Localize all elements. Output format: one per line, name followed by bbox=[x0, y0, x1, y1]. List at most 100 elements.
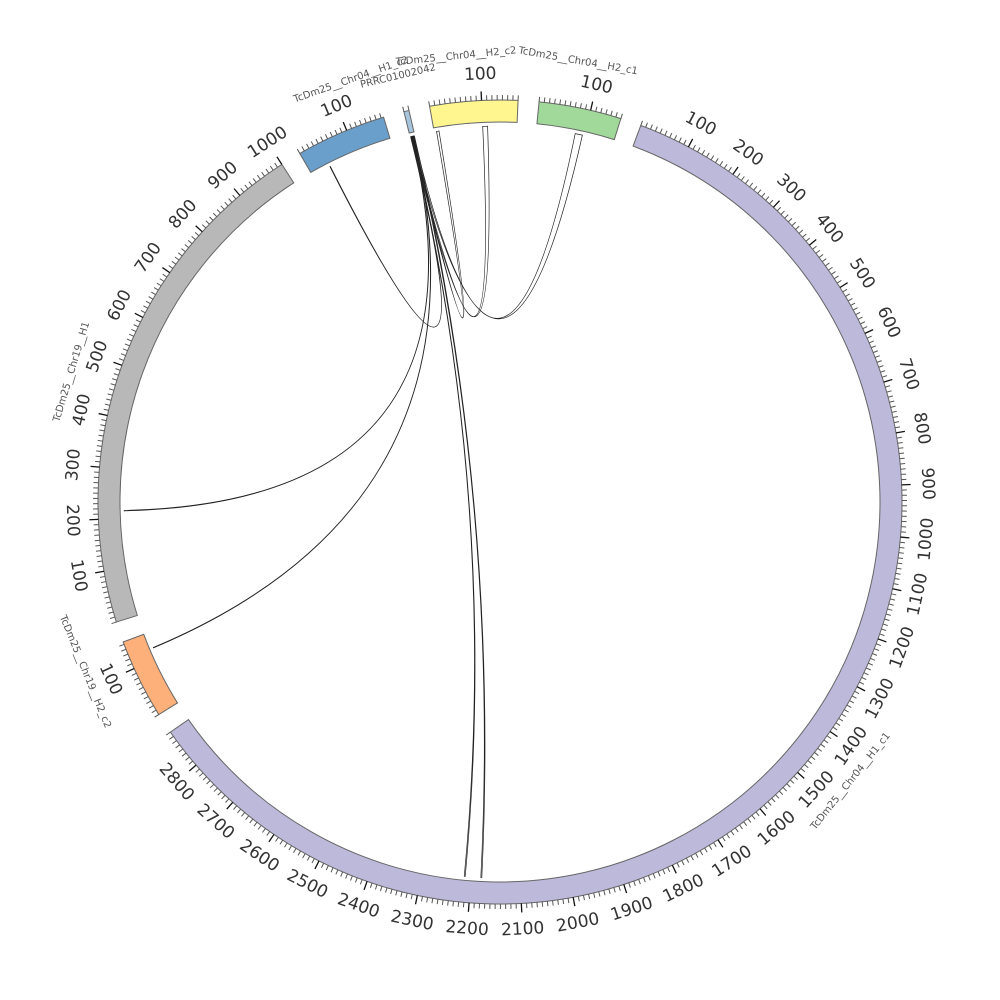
tick-mark bbox=[98, 412, 108, 417]
tick-mark bbox=[120, 353, 126, 357]
tick-mark bbox=[628, 882, 631, 888]
tick-mark bbox=[891, 410, 897, 413]
tick-mark bbox=[579, 103, 582, 109]
tick-mark bbox=[769, 199, 774, 205]
tick-mark bbox=[844, 709, 849, 713]
tick-mark bbox=[276, 156, 283, 165]
tick-mark bbox=[701, 149, 706, 155]
tick-mark bbox=[296, 148, 301, 154]
tick-mark bbox=[884, 618, 890, 621]
tick-mark bbox=[874, 355, 880, 358]
tick-mark bbox=[618, 885, 621, 891]
tick-mark bbox=[96, 555, 102, 557]
tick-mark bbox=[776, 206, 782, 212]
tick-mark bbox=[127, 663, 133, 667]
link-ribbon bbox=[152, 135, 431, 649]
tick-mark bbox=[288, 845, 292, 851]
tick-mark bbox=[320, 136, 324, 142]
tick-mark bbox=[99, 575, 106, 578]
tick-mark bbox=[225, 798, 230, 803]
tick-mark bbox=[891, 593, 897, 596]
tick-mark bbox=[708, 845, 713, 850]
tick-mark bbox=[873, 350, 879, 354]
tick-mark bbox=[807, 760, 812, 765]
tick-mark bbox=[872, 653, 878, 656]
tick-mark bbox=[775, 794, 780, 799]
tick-mark bbox=[838, 718, 844, 722]
tick-mark bbox=[249, 818, 254, 824]
tick-mark bbox=[825, 262, 830, 267]
tick-mark bbox=[543, 97, 546, 103]
tick-mark bbox=[135, 319, 141, 323]
tick-mark bbox=[582, 895, 585, 901]
tick-mark bbox=[151, 709, 157, 714]
tick-label: 100 bbox=[578, 72, 614, 99]
tick-mark bbox=[151, 291, 156, 296]
tick-mark bbox=[369, 116, 372, 122]
tick-mark bbox=[379, 113, 382, 119]
tick-mark bbox=[467, 902, 470, 912]
tick-mark bbox=[588, 894, 591, 900]
tick-mark bbox=[340, 871, 344, 877]
tick-label: 300 bbox=[772, 170, 809, 207]
tick-mark bbox=[96, 445, 102, 447]
tick-mark bbox=[600, 107, 603, 113]
tick-mark bbox=[274, 162, 278, 168]
tick-mark bbox=[369, 882, 373, 888]
link-ribbon bbox=[123, 136, 430, 512]
tick-mark bbox=[647, 875, 651, 881]
tick-mark bbox=[826, 735, 832, 740]
tick-mark bbox=[868, 662, 874, 666]
tick-mark bbox=[782, 787, 787, 792]
tick-label: 1000 bbox=[915, 517, 939, 562]
tick-mark bbox=[252, 178, 257, 183]
tick-mark bbox=[878, 365, 884, 368]
tick-mark bbox=[131, 328, 137, 332]
tick-mark bbox=[898, 557, 904, 560]
tick-mark bbox=[898, 447, 904, 449]
tick-mark bbox=[131, 672, 137, 676]
tick-mark bbox=[797, 771, 805, 779]
tick-mark bbox=[719, 161, 724, 166]
tick-mark bbox=[603, 890, 606, 896]
tick-mark bbox=[90, 465, 100, 468]
tick-mark bbox=[110, 383, 116, 386]
tick-label: 600 bbox=[103, 287, 136, 325]
tick-mark bbox=[829, 730, 838, 738]
tick-mark bbox=[174, 256, 180, 261]
tick-mark bbox=[802, 233, 807, 238]
tick-mark bbox=[717, 839, 724, 848]
tick-mark bbox=[105, 601, 111, 604]
tick-mark bbox=[815, 249, 821, 254]
segment-TcDm25__Chr19__H1 bbox=[97, 163, 295, 623]
tick-mark bbox=[889, 400, 895, 403]
tick-mark bbox=[400, 891, 403, 897]
tick-mark bbox=[106, 606, 113, 609]
tick-mark bbox=[692, 144, 696, 150]
tick-mark bbox=[101, 419, 107, 422]
tick-mark bbox=[159, 278, 165, 282]
tick-label: 200 bbox=[62, 504, 83, 537]
tick-mark bbox=[256, 174, 261, 180]
tick-mark bbox=[153, 287, 159, 291]
tick-mark bbox=[860, 321, 866, 325]
tick-label: 1600 bbox=[754, 807, 800, 850]
link-ribbon bbox=[411, 130, 465, 319]
tick-mark bbox=[148, 296, 154, 300]
tick-label: 1900 bbox=[608, 893, 655, 925]
tick-mark bbox=[265, 168, 270, 174]
tick-mark bbox=[330, 867, 334, 873]
tick-mark bbox=[108, 388, 115, 391]
tick-mark bbox=[156, 282, 162, 287]
tick-mark bbox=[172, 740, 177, 745]
tick-mark bbox=[892, 415, 899, 419]
tick-mark bbox=[216, 209, 221, 214]
tick-mark bbox=[354, 121, 357, 127]
tick-mark bbox=[899, 457, 905, 460]
tick-mark bbox=[359, 879, 363, 885]
tick-mark bbox=[168, 265, 174, 269]
tick-label: 800 bbox=[909, 411, 934, 446]
tick-mark bbox=[205, 220, 210, 225]
ticks-layer bbox=[89, 91, 911, 913]
